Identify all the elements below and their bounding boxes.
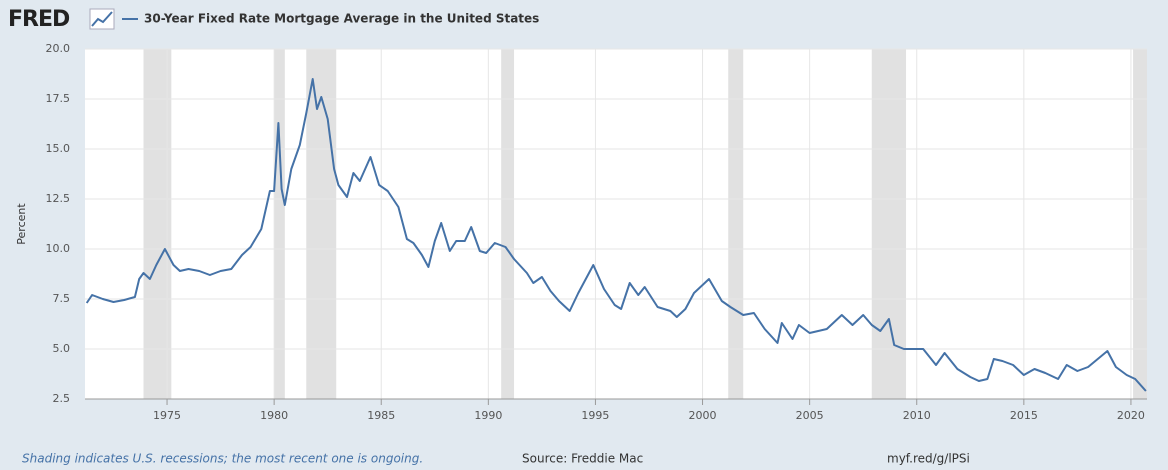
- y-tick-label: 7.5: [53, 292, 71, 305]
- x-tick-label: 2000: [689, 409, 717, 422]
- series-line: [85, 78, 1147, 392]
- x-tick-label: 2005: [796, 409, 824, 422]
- x-tick-label: 1985: [367, 409, 395, 422]
- footer-link[interactable]: myf.red/g/lPSi: [887, 452, 970, 466]
- x-tick-label: 2020: [1117, 409, 1145, 422]
- y-tick-label: 5.0: [53, 342, 71, 355]
- y-tick-label: 12.5: [46, 192, 71, 205]
- x-tick-label: 1990: [474, 409, 502, 422]
- x-tick-label: 1980: [260, 409, 288, 422]
- x-tick-label: 2015: [1010, 409, 1038, 422]
- y-tick-label: 10.0: [46, 242, 71, 255]
- recession-band: [501, 49, 515, 399]
- y-tick-label: 20.0: [46, 42, 71, 55]
- x-tick-label: 1975: [153, 409, 181, 422]
- logo[interactable]: FRED: [8, 7, 71, 32]
- recession-band: [1133, 49, 1147, 399]
- recession-band: [728, 49, 744, 399]
- footer-source: Source: Freddie Mac: [522, 452, 643, 466]
- x-tick-label: 2010: [903, 409, 931, 422]
- y-axis-label: Percent: [15, 203, 28, 245]
- recession-band: [306, 49, 337, 399]
- y-tick-label: 17.5: [46, 92, 71, 105]
- y-tick-label: 15.0: [46, 142, 71, 155]
- footer-note: Shading indicates U.S. recessions; the m…: [22, 452, 423, 466]
- recession-band: [871, 49, 907, 399]
- logo-icon: [89, 8, 115, 30]
- recession-band: [274, 49, 285, 399]
- legend-label: 30-Year Fixed Rate Mortgage Average in t…: [144, 12, 539, 26]
- plot-area: [85, 49, 1147, 399]
- x-tick-label: 1995: [581, 409, 609, 422]
- y-tick-label: 2.5: [53, 392, 71, 405]
